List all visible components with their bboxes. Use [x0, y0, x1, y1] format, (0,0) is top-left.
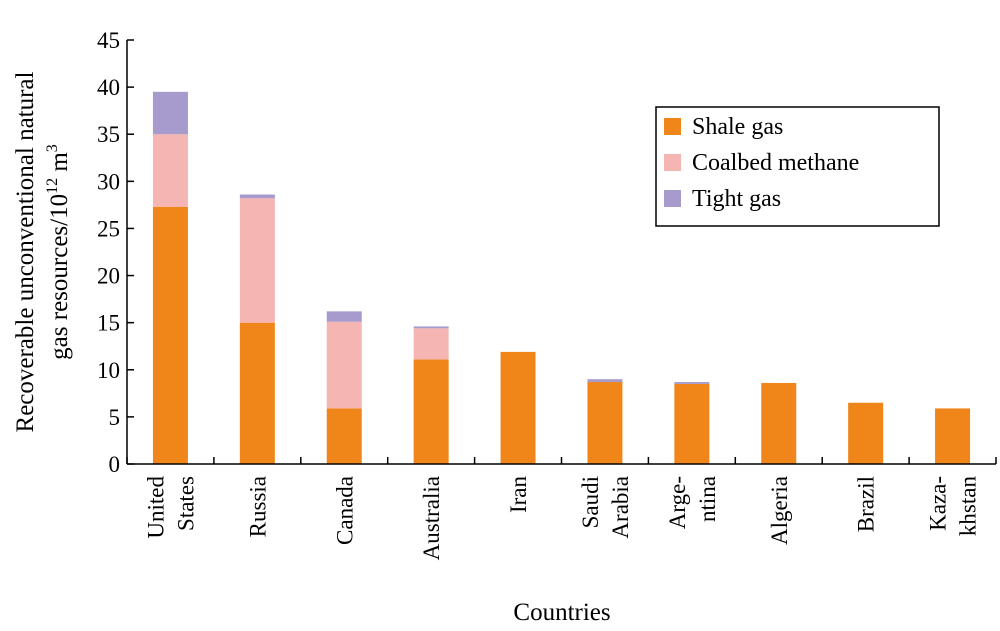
- bar-1-3: [326, 408, 362, 464]
- bar-1-10: [935, 408, 971, 464]
- y-tick-label-10: 45: [97, 28, 120, 53]
- bar-1-4: [413, 359, 449, 464]
- x-tick-label-10-line-1: Kaza-: [926, 476, 951, 531]
- bar-1-5: [500, 351, 536, 464]
- x-tick-label-7-line-2: ntina: [695, 476, 720, 522]
- y-tick-label-5: 20: [97, 264, 120, 289]
- x-tick-label-6-line-1: Saudi: [578, 476, 603, 528]
- y-tick-label-6: 25: [97, 216, 120, 241]
- legend-label-3: Tight gas: [692, 186, 781, 212]
- bar-3-1: [152, 91, 188, 135]
- y-tick-label-8: 35: [97, 122, 120, 147]
- x-tick-label-3: Canada: [332, 476, 357, 545]
- legend-swatch-1: [664, 118, 681, 135]
- bar-1-1: [152, 206, 188, 464]
- legend-box: [655, 106, 940, 227]
- bar-3-2: [239, 194, 275, 199]
- bar-1-9: [848, 402, 884, 464]
- bar-1-6: [587, 382, 623, 464]
- legend: Shale gas Coalbed methane Tight gas: [655, 106, 940, 227]
- y-axis-unit-superscript: 3: [44, 144, 61, 152]
- y-tick-label-3: 10: [97, 358, 120, 383]
- x-tick-label-5: Iran: [506, 476, 531, 514]
- bar-3-4: [413, 326, 449, 329]
- axes: [126, 39, 997, 465]
- bar-1-8: [761, 382, 797, 464]
- x-tick-label-7-line-1: Arge-: [665, 476, 690, 529]
- x-axis-title: Countries: [513, 599, 610, 626]
- x-tick-labels: United States Russia Canada Australia Iran Sau…: [143, 476, 980, 561]
- y-axis-unit-prefix: gas resources/10: [46, 194, 73, 360]
- y-axis-title-line1: Recoverable unconventional natural: [12, 71, 39, 432]
- y-tick-label-4: 15: [97, 311, 120, 336]
- bar-2-1: [152, 134, 188, 207]
- legend-swatch-2: [664, 154, 681, 171]
- x-tick-label-10-line-2: khstan: [956, 476, 981, 537]
- x-tick-label-6-line-2: Arabia: [608, 476, 633, 539]
- bar-1-7: [674, 383, 710, 464]
- legend-swatch-3: [664, 190, 681, 207]
- legend-label-1: Shale gas: [692, 114, 783, 140]
- x-tick-label-8: Algeria: [767, 476, 792, 545]
- y-axis-unit-exponent: 12: [44, 178, 61, 194]
- legend-label-2: Coalbed methane: [692, 150, 859, 176]
- y-tick-label-7: 30: [97, 169, 120, 194]
- bar-1-2: [239, 322, 275, 464]
- y-tick-label-2: 5: [109, 405, 121, 430]
- x-tick-label-9: Brazil: [854, 476, 879, 532]
- y-tick-label-9: 40: [97, 75, 120, 100]
- bar-3-6: [587, 379, 623, 383]
- bar-2-2: [239, 198, 275, 323]
- x-tick-label-1-line-1: United: [143, 476, 168, 539]
- y-tick-labels: 0 5 10 15 20 25 30 35 40 45: [97, 28, 120, 477]
- y-tick-label-1: 0: [109, 452, 121, 477]
- x-tick-label-2: Russia: [245, 476, 270, 537]
- bar-3-7: [674, 382, 710, 384]
- bar-3-3: [326, 311, 362, 322]
- x-tick-label-1-line-2: States: [173, 476, 198, 531]
- bar-2-3: [326, 321, 362, 409]
- y-axis-title: Recoverable unconventional natural gas r…: [12, 71, 73, 432]
- bar-2-4: [413, 328, 449, 360]
- bars: [152, 91, 971, 464]
- y-axis-unit-suffix: m: [46, 152, 73, 178]
- x-tick-label-4: Australia: [419, 476, 444, 560]
- y-axis-title-line2: gas resources/1012 m3: [44, 144, 73, 360]
